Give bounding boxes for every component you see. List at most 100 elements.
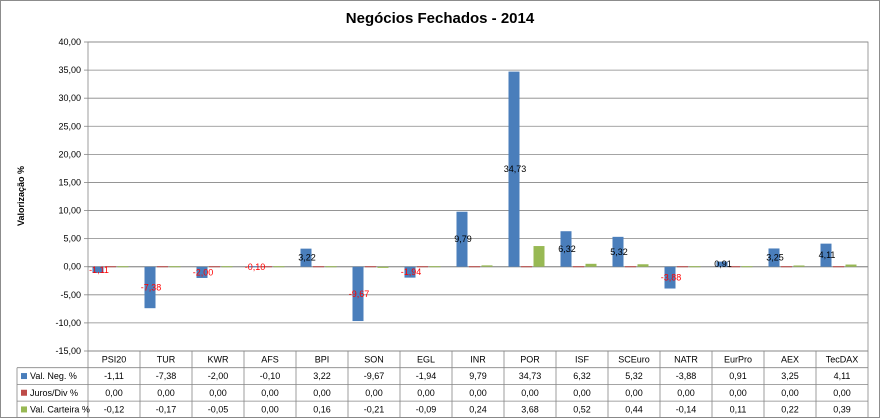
- table-cell: -0,21: [364, 404, 385, 414]
- table-cell: 5,32: [625, 371, 643, 381]
- table-cell: -2,00: [208, 371, 229, 381]
- bar-2-tecdax: [845, 264, 857, 267]
- bar-0-tecdax: [820, 243, 832, 267]
- x-tick-label: TecDAX: [826, 354, 859, 364]
- table-cell: -9,67: [364, 371, 385, 381]
- bar-0-son: [352, 266, 364, 322]
- table-cell: 4,11: [834, 371, 851, 381]
- bar-0-afs: [248, 266, 260, 268]
- bar-1-por: [521, 266, 532, 268]
- table-cell: 0,00: [261, 388, 279, 398]
- table-cell: 0,00: [313, 388, 331, 398]
- bar-0-inr: [456, 211, 468, 267]
- bar-2-son: [377, 266, 389, 268]
- x-tick-label: TUR: [157, 354, 176, 364]
- bar-1-afs: [261, 266, 272, 268]
- bar-2-psi20: [117, 266, 129, 268]
- x-tick-label: SON: [364, 354, 384, 364]
- table-cell: 0,52: [573, 404, 591, 414]
- table-cell: 0,00: [417, 388, 435, 398]
- x-tick-label: EGL: [417, 354, 435, 364]
- bar-2-tur: [169, 266, 181, 268]
- bar-1-aex: [781, 266, 792, 268]
- bar-0-tur: [144, 266, 156, 309]
- table-cell: -0,09: [416, 404, 437, 414]
- y-tick-label: 15,00: [58, 177, 81, 187]
- table-cell: 0,16: [313, 404, 331, 414]
- bar-0-isf: [560, 231, 572, 267]
- bar-1-sceuro: [625, 266, 636, 268]
- x-tick-label: POR: [520, 354, 540, 364]
- legend-entry: Juros/Div %: [30, 388, 78, 398]
- bar-1-tecdax: [833, 266, 844, 268]
- data-label-natr: -3,88: [661, 273, 682, 283]
- table-cell: -0,17: [156, 404, 177, 414]
- x-tick-label: PSI20: [102, 354, 127, 364]
- y-tick-label: 25,00: [58, 121, 81, 131]
- bar-1-inr: [469, 266, 480, 268]
- data-label-eurpro: 0,91: [714, 259, 732, 269]
- x-tick-label: AFS: [261, 354, 279, 364]
- x-tick-label: NATR: [674, 354, 698, 364]
- x-tick-label: SCEuro: [618, 354, 650, 364]
- plot-area: [87, 41, 869, 352]
- bar-1-natr: [677, 266, 688, 268]
- data-label-son: -9,67: [349, 289, 370, 299]
- table-cell: 0,00: [469, 388, 487, 398]
- table-cell: -0,14: [676, 404, 697, 414]
- table-cell: 0,00: [105, 388, 123, 398]
- table-cell: 6,32: [573, 371, 591, 381]
- table-cell: -1,94: [416, 371, 437, 381]
- table-cell: -7,38: [156, 371, 177, 381]
- table-cell: 0,00: [729, 388, 747, 398]
- data-label-sceuro: 5,32: [610, 247, 628, 257]
- bar-2-sceuro: [637, 264, 649, 267]
- bar-1-tur: [157, 266, 168, 268]
- bar-1-egl: [417, 266, 428, 268]
- chart-title: Negócios Fechados - 2014: [346, 10, 535, 27]
- table-cell: -1,11: [104, 371, 124, 381]
- data-label-aex: 3,25: [766, 253, 784, 263]
- table-cell: 0,00: [157, 388, 175, 398]
- bar-1-kwr: [209, 266, 220, 268]
- bar-2-kwr: [221, 266, 233, 268]
- legend-key-2: [21, 406, 27, 413]
- data-label-psi20: -1,11: [89, 265, 109, 275]
- x-tick-label: EurPro: [724, 354, 752, 364]
- table-cell: 0,11: [730, 404, 747, 414]
- legend-key-0: [21, 373, 27, 380]
- data-label-afs: -0,10: [245, 262, 266, 272]
- bar-1-eurpro: [729, 266, 740, 268]
- table-cell: 0,00: [209, 388, 227, 398]
- y-tick-label: -15,00: [55, 346, 81, 356]
- table-cell: 0,00: [781, 388, 799, 398]
- bar-0-por: [508, 71, 520, 267]
- bar-2-bpi: [325, 266, 337, 268]
- data-label-isf: 6,32: [558, 244, 576, 254]
- y-tick-label: 30,00: [58, 93, 81, 103]
- x-tick-label: ISF: [575, 354, 590, 364]
- legend-key-1: [21, 389, 27, 396]
- bar-2-natr: [689, 266, 701, 268]
- table-cell: 9,79: [469, 371, 487, 381]
- bar-2-inr: [481, 265, 493, 267]
- y-tick-label: 20,00: [58, 149, 81, 159]
- bar-0-sceuro: [612, 236, 624, 267]
- table-cell: -3,88: [676, 371, 697, 381]
- y-axis-label: Valorização %: [16, 166, 26, 226]
- x-tick-label: KWR: [208, 354, 229, 364]
- data-label-egl: -1,94: [401, 267, 422, 277]
- data-label-bpi: 3,22: [298, 253, 316, 263]
- table-cell: 0,00: [365, 388, 383, 398]
- bar-2-isf: [585, 263, 597, 267]
- bar-0-natr: [664, 266, 676, 289]
- data-label-tecdax: 4,11: [819, 250, 836, 260]
- x-tick-label: AEX: [781, 354, 799, 364]
- table-cell: 3,22: [313, 371, 331, 381]
- y-tick-label: -10,00: [55, 318, 81, 328]
- y-tick-label: -5,00: [60, 290, 81, 300]
- y-tick-label: 0,00: [63, 262, 81, 272]
- bar-1-son: [365, 266, 376, 268]
